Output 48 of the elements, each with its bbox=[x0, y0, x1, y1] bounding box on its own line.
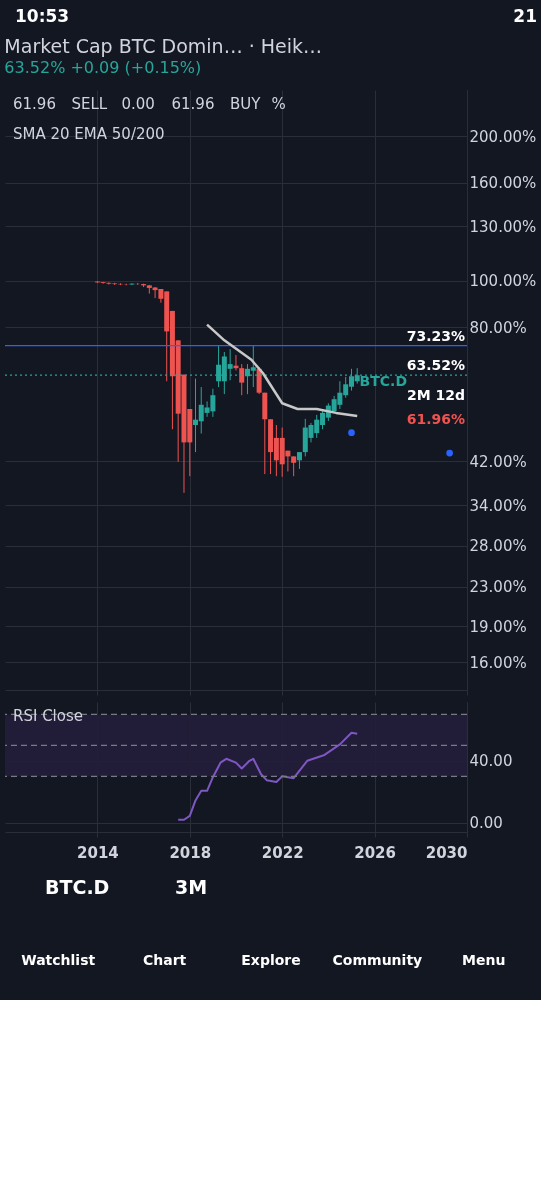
annotation: 61.96% bbox=[406, 411, 465, 428]
y-tick-label: 160.00% bbox=[469, 174, 537, 193]
y-tick-label: 100.00% bbox=[469, 272, 537, 291]
x-tick-label: 2026 bbox=[354, 843, 396, 862]
text: Chart bbox=[142, 952, 187, 968]
x-tick-label: 2014 bbox=[77, 843, 119, 862]
line-series bbox=[205, 323, 359, 418]
y-tick-label: 23.00% bbox=[469, 578, 527, 597]
chart-subtitle: 63.52% +0.09 (+0.15%) bbox=[4, 58, 202, 77]
annotation: 61.96 bbox=[13, 95, 56, 113]
line-series bbox=[177, 731, 359, 821]
y-tick-label: 0.00 bbox=[469, 814, 503, 833]
annotation: SELL bbox=[71, 95, 108, 113]
y-tick-label: 40.00 bbox=[469, 752, 513, 771]
text: 10:53 bbox=[15, 6, 70, 26]
annotation: BUY bbox=[230, 95, 262, 113]
ref-line-label: 63.52% bbox=[406, 357, 465, 374]
y-tick-label: 19.00% bbox=[469, 617, 527, 636]
x-tick-label: 2018 bbox=[169, 843, 212, 862]
annotation: % bbox=[271, 95, 286, 113]
text: BTC.D bbox=[45, 876, 110, 898]
ref-line-label: 73.23% bbox=[406, 327, 465, 344]
y-tick-label: 42.00% bbox=[469, 452, 527, 471]
text: Community bbox=[332, 952, 423, 968]
candlestick bbox=[291, 455, 297, 477]
y-tick-label: 80.00% bbox=[469, 318, 527, 337]
candlestick bbox=[239, 363, 245, 396]
y-tick-label: 16.00% bbox=[469, 653, 527, 672]
candlestick bbox=[100, 281, 106, 285]
annotation: SMA 20 EMA 50/200 bbox=[13, 125, 165, 143]
x-tick-label: 2022 bbox=[261, 843, 304, 862]
text: 3M bbox=[175, 876, 208, 898]
annotation: 0.00 bbox=[121, 95, 155, 113]
annotation: 61.96 bbox=[171, 95, 215, 113]
candlestick bbox=[129, 282, 135, 286]
text: Menu bbox=[462, 952, 506, 968]
annotation: RSI Close bbox=[13, 707, 83, 725]
text: 21 bbox=[513, 6, 537, 26]
text: Explore bbox=[241, 952, 301, 968]
y-tick-label: 130.00% bbox=[469, 217, 537, 236]
y-tick-label: 200.00% bbox=[469, 127, 537, 146]
annotation: 2M 12d bbox=[406, 387, 465, 404]
text: Watchlist bbox=[21, 952, 96, 968]
chart-title: Market Cap BTC Domin… · Heik… bbox=[4, 35, 323, 57]
y-tick-label: 28.00% bbox=[469, 537, 527, 556]
annotation: BTC.D bbox=[359, 373, 407, 390]
y-tick-label: 34.00% bbox=[469, 496, 527, 515]
x-tick-label: 2030 bbox=[425, 843, 468, 862]
